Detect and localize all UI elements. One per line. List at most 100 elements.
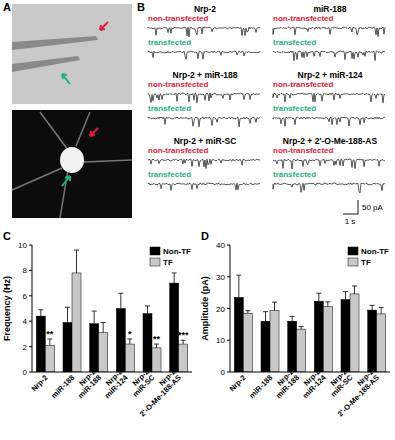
label-line: miR-188 <box>274 373 301 400</box>
current-trace <box>148 159 260 169</box>
error-bar <box>172 273 177 283</box>
legend-label: TF <box>361 258 371 267</box>
legend-label: Non-TF <box>361 247 389 256</box>
trace-label: non-transfected <box>148 14 209 23</box>
bar <box>243 313 252 372</box>
current-trace <box>273 159 385 169</box>
panel-label: B <box>137 1 145 13</box>
label-line: miR-124 <box>301 372 329 400</box>
trace-label: transfected <box>148 104 191 113</box>
y-tick <box>29 270 32 271</box>
trace-title: miR-188 <box>313 4 346 14</box>
error-bar <box>290 316 295 321</box>
x-tick-label: Nrp-2miR-124 <box>295 367 328 400</box>
y-tick <box>29 295 32 296</box>
error-bar <box>245 311 250 314</box>
y-tick <box>29 245 32 246</box>
current-trace <box>273 183 385 193</box>
figure: ABNrp-2non-transfectedtransfectedmiR-188… <box>0 0 395 440</box>
error-bar <box>181 340 186 344</box>
y-tick-label: 40 <box>216 241 225 250</box>
trace-title: Nrp-2 + miR-188 <box>173 70 238 80</box>
current-trace <box>148 117 260 127</box>
x-tick-label: Nrp-22'-O-Me-188-AS <box>330 367 381 418</box>
y-tick <box>227 340 230 341</box>
error-bar <box>118 293 123 308</box>
y-tick <box>227 276 230 277</box>
trace-label: non-transfected <box>273 146 334 155</box>
trace-label: non-transfected <box>148 146 209 155</box>
x-tick-label: miR-188 <box>247 373 274 400</box>
plot-area <box>234 275 385 372</box>
trace-label: non-transfected <box>273 14 334 23</box>
y-tick-label: 20 <box>216 305 225 314</box>
label-line: miR-SC <box>131 373 157 399</box>
x-tick-label: Nrp-2miR-188 <box>70 367 103 400</box>
y-tick-label: 2 <box>23 343 28 352</box>
y-tick-label: 0 <box>221 368 226 377</box>
current-trace <box>273 51 385 61</box>
error-bar <box>379 308 384 314</box>
arrow <box>62 74 70 84</box>
scale-label: 1 s <box>345 217 356 226</box>
y-axis-label: Frequency (Hz) <box>2 276 12 341</box>
x-tick-label: Nrp-2 <box>228 373 248 393</box>
neuron <box>60 147 84 173</box>
panel-label: D <box>201 230 209 242</box>
bar <box>261 321 270 372</box>
significance: *** <box>178 330 189 340</box>
y-tick <box>29 372 32 373</box>
significance: ** <box>46 329 54 339</box>
error-bar <box>299 327 304 330</box>
y-tick <box>227 308 230 309</box>
error-bar <box>92 311 97 324</box>
bar <box>125 344 134 372</box>
y-axis-label: Amplitude (pA) <box>200 276 210 341</box>
scale-label: 50 pA <box>362 203 384 212</box>
trace-label: non-transfected <box>148 80 209 89</box>
arrow <box>62 176 70 186</box>
trace-label: transfected <box>273 38 316 47</box>
pipette <box>12 36 98 50</box>
label-line: Nrp-2 <box>228 373 248 393</box>
bar <box>179 344 188 372</box>
bar <box>323 307 332 372</box>
error-bar <box>352 286 357 294</box>
y-tick-label: 10 <box>18 241 27 250</box>
current-trace <box>148 183 260 190</box>
scale-bar <box>343 200 358 214</box>
x-tick-label: Nrp-2miR-124 <box>97 367 130 400</box>
error-bar <box>316 293 321 301</box>
y-tick <box>227 245 230 246</box>
bar <box>45 345 54 372</box>
error-bar <box>154 344 159 348</box>
label-line: miR-SC <box>329 373 355 399</box>
bar <box>99 333 108 372</box>
trace-label: transfected <box>148 38 191 47</box>
y-tick-label: 30 <box>216 273 225 282</box>
plot-area <box>36 250 187 372</box>
error-bar <box>101 322 106 332</box>
label-line: miR-188 <box>76 373 103 400</box>
legend-label: TF <box>163 258 173 267</box>
label-line: 2'-O-Me-188-AS <box>336 373 381 418</box>
error-bar <box>47 339 52 345</box>
current-trace <box>273 117 385 126</box>
trace-title: Nrp-2 + 2'-O-Me-188-AS <box>283 136 378 146</box>
label-line: Nrp-2 <box>30 373 50 393</box>
fluorescence-image <box>12 110 132 218</box>
current-trace <box>273 93 385 103</box>
error-bar <box>370 305 375 310</box>
error-bar <box>272 302 277 311</box>
y-tick-label: 8 <box>23 266 28 275</box>
bar <box>36 316 45 372</box>
arrow <box>90 128 98 136</box>
current-trace <box>148 51 260 59</box>
current-trace <box>148 27 260 37</box>
y-tick <box>29 321 32 322</box>
trace-title: Nrp-2 <box>194 4 216 14</box>
x-tick-label: Nrp-2miR-188 <box>268 367 301 400</box>
bar <box>234 297 243 372</box>
error-bar <box>127 339 132 344</box>
y-tick <box>29 346 32 347</box>
